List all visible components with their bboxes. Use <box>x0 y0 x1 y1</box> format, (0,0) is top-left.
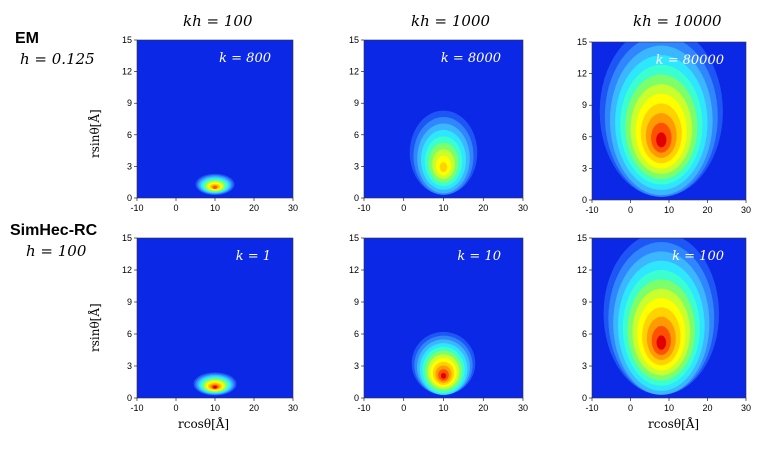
x-tick-label: 30 <box>288 403 298 413</box>
contour-band <box>439 162 448 173</box>
contour-band <box>440 372 447 379</box>
y-tick-label: 12 <box>349 67 359 77</box>
x-tick-label: 0 <box>173 203 178 213</box>
y-tick-label: 15 <box>577 233 587 243</box>
y-tick-label: 6 <box>354 130 359 140</box>
y-tick-label: 9 <box>127 297 132 307</box>
row-h-em: h = 0.125 <box>20 50 95 68</box>
x-tick-label: 0 <box>628 403 633 413</box>
x-tick-label: 30 <box>518 203 528 213</box>
x-tick-label: -10 <box>130 203 143 213</box>
y-tick-label: 0 <box>127 393 132 403</box>
x-axis-label-right: rcosθ[Å] <box>648 417 700 431</box>
contour-band <box>656 335 667 350</box>
y-tick-label: 9 <box>354 297 359 307</box>
x-tick-label: 10 <box>210 203 220 213</box>
column-title-2: kh = 1000 <box>411 12 491 30</box>
contour-band <box>656 132 667 148</box>
row-h-simhec: h = 100 <box>26 242 87 260</box>
y-tick-label: 6 <box>582 132 587 142</box>
y-tick-label: 3 <box>582 361 587 371</box>
panel-background <box>137 238 293 398</box>
x-tick-label: 20 <box>702 403 712 413</box>
y-tick-label: 3 <box>582 163 587 173</box>
x-tick-label: 0 <box>628 205 633 215</box>
x-tick-label: -10 <box>357 203 370 213</box>
y-tick-label: 0 <box>354 193 359 203</box>
x-tick-label: 10 <box>664 403 674 413</box>
x-tick-label: 30 <box>518 403 528 413</box>
x-tick-label: 30 <box>288 203 298 213</box>
y-tick-label: 0 <box>354 393 359 403</box>
contour-band <box>213 185 217 189</box>
y-tick-label: 15 <box>349 35 359 45</box>
y-tick-label: 9 <box>127 98 132 108</box>
y-tick-label: 3 <box>354 361 359 371</box>
x-tick-label: 20 <box>249 403 259 413</box>
panel-k-label: k = 8000 <box>441 51 501 66</box>
x-tick-label: -10 <box>585 403 598 413</box>
panel-background <box>137 40 293 198</box>
x-tick-label: -10 <box>585 205 598 215</box>
panel-k-label: k = 80000 <box>656 53 724 68</box>
panel-k-label: k = 10 <box>457 249 501 264</box>
y-tick-label: 6 <box>354 329 359 339</box>
x-tick-label: -10 <box>130 403 143 413</box>
y-tick-label: 0 <box>582 195 587 205</box>
x-tick-label: 20 <box>702 205 712 215</box>
x-tick-label: 0 <box>173 403 178 413</box>
y-tick-label: 3 <box>127 161 132 171</box>
panel-k-label: k = 100 <box>672 249 724 264</box>
x-axis-label-left: rcosθ[Å] <box>178 417 230 431</box>
y-tick-label: 3 <box>127 361 132 371</box>
y-tick-label: 0 <box>127 193 132 203</box>
y-tick-label: 6 <box>127 130 132 140</box>
y-tick-label: 6 <box>127 329 132 339</box>
x-tick-label: 20 <box>478 203 488 213</box>
x-tick-label: 30 <box>741 403 751 413</box>
y-tick-label: 12 <box>122 265 132 275</box>
y-tick-label: 6 <box>582 329 587 339</box>
row-method-em: EM <box>15 30 39 47</box>
panel-k-label: k = 1 <box>236 249 271 264</box>
x-tick-label: 10 <box>664 205 674 215</box>
x-tick-label: 20 <box>478 403 488 413</box>
x-tick-label: 0 <box>401 403 406 413</box>
y-tick-label: 0 <box>582 393 587 403</box>
y-tick-label: 15 <box>349 233 359 243</box>
panel-k-label: k = 800 <box>219 51 271 66</box>
y-tick-label: 12 <box>122 67 132 77</box>
y-tick-label: 15 <box>577 37 587 47</box>
contour-band <box>213 385 217 389</box>
x-tick-label: 10 <box>438 203 448 213</box>
y-tick-label: 12 <box>577 265 587 275</box>
y-tick-label: 15 <box>122 233 132 243</box>
y-tick-label: 15 <box>122 35 132 45</box>
y-tick-label: 9 <box>354 98 359 108</box>
y-tick-label: 12 <box>577 69 587 79</box>
x-tick-label: 0 <box>401 203 406 213</box>
x-tick-label: 10 <box>210 403 220 413</box>
column-title-1: kh = 100 <box>183 12 253 30</box>
row-method-simhec: SimHec-RC <box>10 222 98 239</box>
y-tick-label: 9 <box>582 100 587 110</box>
x-tick-label: -10 <box>357 403 370 413</box>
y-tick-label: 3 <box>354 161 359 171</box>
x-tick-label: 30 <box>741 205 751 215</box>
x-tick-label: 20 <box>249 203 259 213</box>
x-tick-label: 10 <box>438 403 448 413</box>
y-tick-label: 9 <box>582 297 587 307</box>
y-tick-label: 12 <box>349 265 359 275</box>
column-title-3: kh = 10000 <box>633 12 722 30</box>
